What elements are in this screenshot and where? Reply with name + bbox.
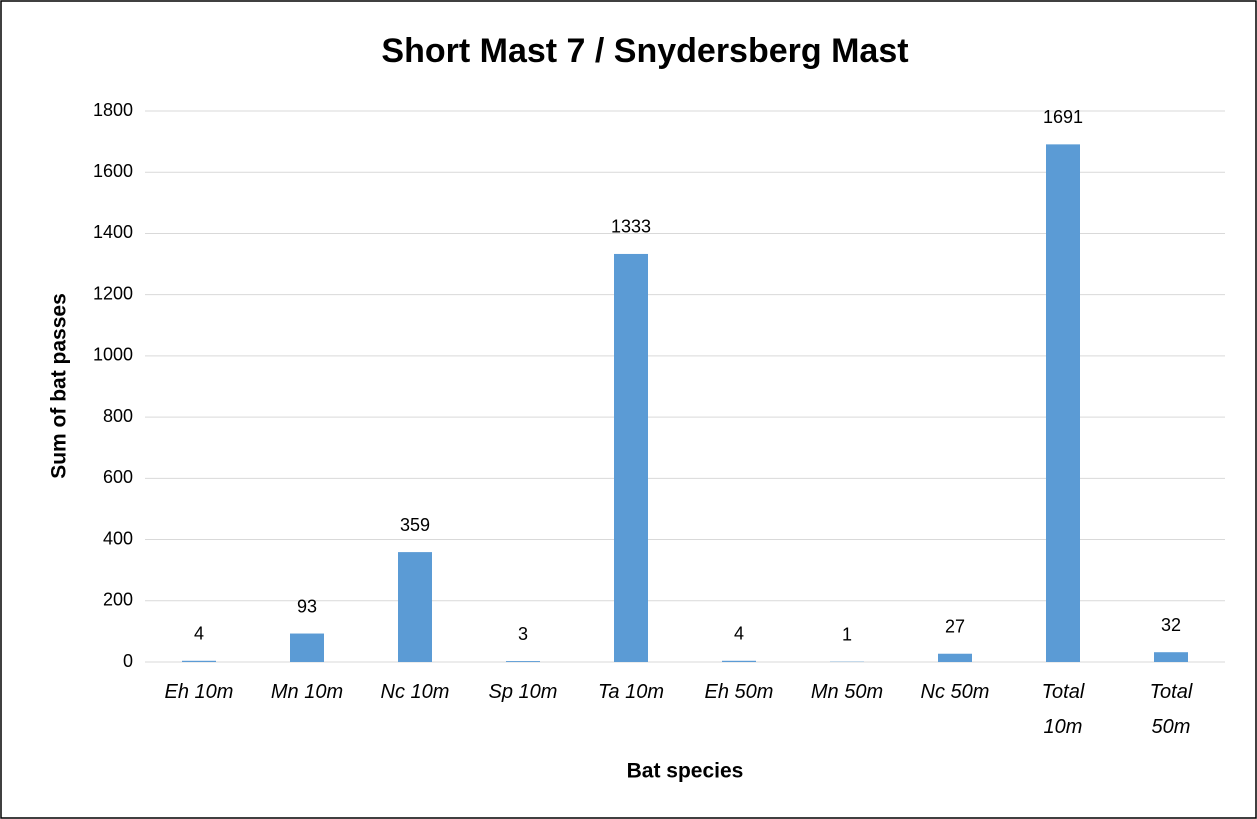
chart-title: Short Mast 7 / Snydersberg Mast: [381, 32, 908, 70]
x-tick-label: Mn 10m: [270, 681, 344, 703]
y-tick-label: 1000: [93, 345, 133, 365]
x-axis-title: Bat species: [627, 760, 744, 783]
bar: [1046, 144, 1080, 663]
x-tick-label: Sp 10m: [488, 681, 558, 703]
y-tick-label: 600: [103, 467, 133, 487]
data-label: 4: [194, 624, 204, 644]
bar: [182, 660, 216, 662]
x-tick-label: Total 10m: [1041, 681, 1085, 738]
data-label: 1333: [611, 217, 651, 237]
data-label: 32: [1161, 615, 1181, 635]
data-label: 93: [297, 596, 317, 616]
bar: [938, 653, 972, 662]
data-label: 4: [734, 624, 744, 644]
bar: [614, 253, 648, 662]
x-tick-label: Ta 10m: [598, 681, 664, 703]
y-tick-label: 400: [103, 528, 133, 548]
x-tick-label: Nc 50m: [920, 681, 990, 703]
x-tick-label: Mn 50m: [810, 681, 884, 703]
bar: [506, 661, 540, 662]
x-tick-label: Total 50m: [1149, 681, 1193, 738]
data-label: 1: [842, 624, 852, 644]
y-tick-label: 1200: [93, 283, 133, 303]
y-tick-label: 800: [103, 406, 133, 426]
bar: [722, 660, 756, 662]
y-tick-label: 0: [123, 651, 133, 671]
y-tick-label: 1800: [93, 100, 133, 120]
bar: [290, 633, 324, 662]
x-tick-label: Eh 10m: [164, 681, 234, 703]
y-tick-label: 1600: [93, 161, 133, 181]
data-label: 1691: [1043, 107, 1083, 127]
x-tick-label: Nc 10m: [380, 681, 450, 703]
y-tick-label: 1400: [93, 222, 133, 242]
x-tick-label: Eh 50m: [704, 681, 774, 703]
y-axis-title: Sum of bat passes: [48, 293, 71, 479]
data-label: 3: [518, 624, 528, 644]
bar: [1154, 652, 1188, 662]
bar: [398, 552, 432, 662]
y-tick-label: 200: [103, 590, 133, 610]
data-label: 27: [945, 616, 965, 636]
data-label: 359: [400, 515, 430, 535]
